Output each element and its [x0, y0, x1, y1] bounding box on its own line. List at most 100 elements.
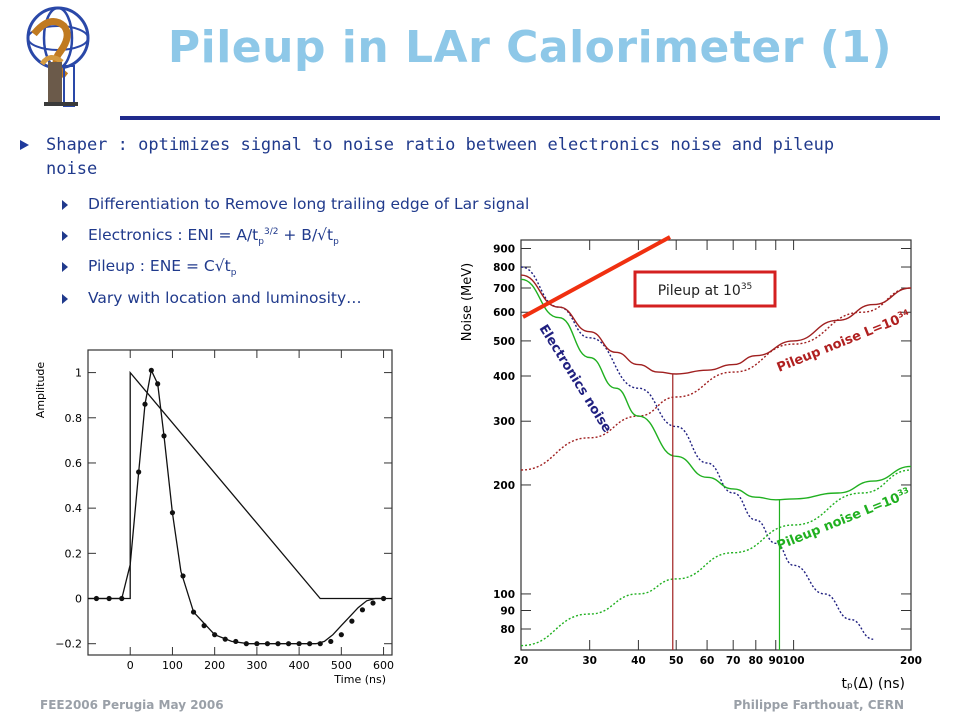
pulse-sample-point [161, 433, 167, 439]
slide-title: Pileup in LAr Calorimeter (1) [167, 22, 893, 73]
highlight-slash [522, 235, 671, 319]
sub-bullet-arrow-icon [62, 294, 68, 304]
pulse-sample-point [106, 595, 112, 602]
pulse-sample-point [93, 595, 100, 602]
electronics-curve [520, 266, 874, 640]
pulse-sample-point [307, 641, 313, 647]
noise-y-tick-label: 800 [493, 262, 515, 274]
pulse-sample-point [359, 607, 366, 613]
noise-vs-shaping-chart: 20 30 40 50 60 70 80 90 100 200809010020030040050… [455, 232, 940, 694]
pulse-x-tick-label: 300 [246, 659, 267, 672]
noise-x-tick-label: 200 [900, 655, 922, 667]
pulse-sample-point [212, 632, 218, 638]
pulse-x-tick-label: 400 [289, 659, 310, 672]
pulse-sample-point [296, 641, 302, 647]
annotation-text: Pileup at 10 [658, 283, 741, 299]
svg-text:Pileup at 1035: Pileup at 1035 [658, 282, 753, 299]
sub-bullet-arrow-icon [62, 231, 68, 241]
pulse-x-tick-label: 600 [373, 659, 394, 672]
pileup-annotation: Pileup at 1035 [633, 270, 777, 308]
pulse-sample-point [243, 641, 249, 647]
bullet-main: Shaper : optimizes signal to noise ratio… [20, 133, 880, 181]
noise-y-tick-label: 900 [493, 243, 515, 255]
pulse-y-tick-label: 0.4 [65, 502, 83, 515]
pileup-low-curve [520, 469, 912, 647]
pulse-sample-point [264, 641, 271, 647]
footer-right: Philippe Farthouat, CERN [733, 698, 904, 712]
noise-x-tick-label: 100 [783, 655, 805, 667]
pulse-sample-point [222, 636, 228, 642]
pulse-sample-point [233, 638, 239, 645]
pulse-y-tick-label: 0 [75, 593, 82, 606]
pulse-sample-point [180, 573, 186, 579]
noise-plot-frame [520, 239, 912, 651]
noise-y-tick-label: 200 [493, 480, 515, 492]
pulse-sample-point [169, 510, 176, 516]
pulse-x-tick-label: 100 [162, 659, 183, 672]
total-low-curve [520, 278, 912, 501]
noise-y-tick-label: 500 [493, 336, 515, 348]
pulse-y-tick-label: 0.2 [65, 547, 83, 560]
pulse-sample-point [380, 595, 387, 602]
sub-bullet-2-text: Electronics : ENI = A/tp3/2 + B/√tp [88, 226, 339, 248]
pulse-x-tick-label: 500 [331, 659, 352, 672]
noise-y-tick-label: 80 [500, 624, 515, 636]
pulse-y-tick-label: 0.8 [65, 412, 83, 425]
pulse-x-tick-label: 0 [127, 659, 134, 672]
pulse-sample-point [142, 401, 148, 407]
noise-x-tick-label: 60 [700, 655, 715, 667]
pulse-sample-point [190, 609, 197, 615]
sub-bullet-1-text: Differentiation to Remove long trailing … [88, 195, 530, 213]
annotation-exponent: 35 [741, 282, 752, 292]
noise-y-tick-label: 600 [493, 307, 515, 319]
noise-y-tick-label: 100 [493, 589, 515, 601]
sub-bullet-4: Vary with location and luminosity… [62, 289, 362, 307]
sub-bullet-2: Electronics : ENI = A/tp3/2 + B/√tp [62, 226, 339, 247]
pulse-y-tick-label: −0.2 [55, 638, 82, 651]
pulse-sample-point [136, 469, 142, 475]
pulse-y-tick-label: 0.6 [65, 457, 83, 470]
sub-bullet-4-text: Vary with location and luminosity… [88, 289, 362, 307]
pulse-x-tick-label: 200 [204, 659, 225, 672]
sub-bullet-3-text: Pileup : ENE = C√tp [88, 257, 237, 279]
pulse-x-axis-label: Time (ns) [333, 673, 386, 686]
shaper-pulse-chart: 0 100 200 300 400 500 600 −0.2 0 0.2 0.4 0.6 0.8 1 Ti… [20, 336, 410, 694]
sub-bullet-1: Differentiation to Remove long trailing … [62, 195, 529, 213]
atlas-logo-icon [26, 6, 90, 107]
footer-left: FEE2006 Perugia May 2006 [40, 698, 224, 712]
pulse-sample-point [370, 600, 376, 606]
pulse-sample-point [275, 641, 281, 647]
noise-x-tick-label: 20 [514, 655, 529, 667]
pulse-sample-point [338, 632, 344, 638]
pulse-y-tick-label: 1 [75, 367, 82, 380]
noise-y-tick-label: 90 [500, 605, 515, 617]
pulse-sample-point [349, 618, 355, 624]
pulse-sample-point [254, 641, 260, 647]
pulse-sample-point [155, 381, 161, 387]
pulse-sample-point [119, 595, 125, 602]
noise-x-axis-label: tₚ(Δ) (ns) [841, 676, 905, 692]
noise-x-tick-label: 80 [748, 655, 763, 667]
noise-x-tick-label: 50 [669, 655, 684, 667]
noise-x-tick-label: 70 [726, 655, 741, 667]
pulse-sample-point [148, 367, 154, 373]
sub-bullet-arrow-icon [62, 262, 68, 272]
pulse-sample-point [201, 623, 207, 629]
noise-x-tick-label: 90 [768, 655, 783, 667]
bullet-arrow-icon [20, 140, 29, 150]
noise-y-tick-label: 300 [493, 416, 515, 428]
pulse-plot-frame [87, 349, 393, 656]
bullet-main-text: Shaper : optimizes signal to noise ratio… [46, 135, 835, 179]
pulse-y-axis-label: Amplitude [34, 362, 47, 419]
pulse-sample-point [328, 638, 334, 645]
noise-x-tick-label: 40 [631, 655, 646, 667]
pulse-sample-point [317, 641, 323, 647]
pileup-high-curve [520, 287, 912, 471]
title-divider [120, 116, 940, 120]
pulse-sample-point [285, 641, 292, 647]
total-high-curve [520, 274, 912, 375]
noise-x-tick-label: 30 [582, 655, 597, 667]
noise-y-axis-label: Noise (MeV) [460, 263, 475, 341]
noise-y-tick-label: 400 [493, 371, 515, 383]
sub-bullet-3: Pileup : ENE = C√tp [62, 257, 236, 278]
